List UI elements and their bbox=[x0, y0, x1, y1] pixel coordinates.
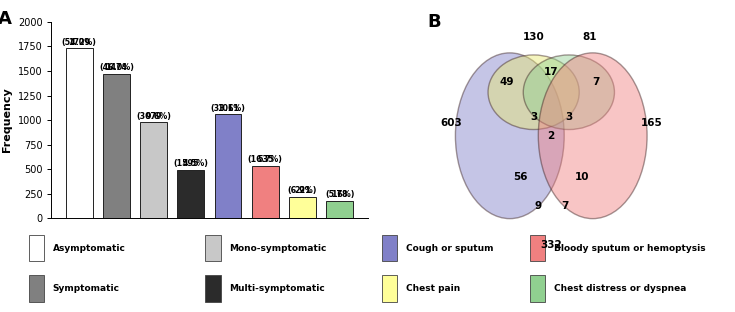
Text: 7: 7 bbox=[561, 201, 568, 211]
Text: Chest distress or dyspnea: Chest distress or dyspnea bbox=[553, 284, 686, 293]
Ellipse shape bbox=[523, 55, 614, 129]
Bar bbox=[66, 48, 93, 218]
Bar bbox=[326, 201, 353, 218]
Text: 495: 495 bbox=[182, 159, 199, 168]
Text: (54.0%): (54.0%) bbox=[62, 27, 97, 47]
Text: 332: 332 bbox=[540, 240, 562, 250]
Text: 178: 178 bbox=[331, 190, 348, 199]
Bar bbox=[103, 74, 130, 218]
Text: (5.6%): (5.6%) bbox=[325, 180, 354, 199]
Bar bbox=[140, 122, 167, 218]
Bar bbox=[205, 275, 220, 301]
Ellipse shape bbox=[538, 53, 647, 219]
Ellipse shape bbox=[488, 55, 579, 129]
Text: 3: 3 bbox=[565, 112, 573, 122]
Bar bbox=[205, 235, 220, 261]
Text: (16.7%): (16.7%) bbox=[248, 145, 283, 164]
Text: (30.6%): (30.6%) bbox=[136, 101, 171, 121]
Ellipse shape bbox=[456, 53, 564, 219]
Text: 1729: 1729 bbox=[68, 38, 90, 47]
Text: Chest pain: Chest pain bbox=[406, 284, 460, 293]
Text: 221: 221 bbox=[294, 186, 311, 195]
Text: 49: 49 bbox=[500, 77, 514, 87]
Text: 7: 7 bbox=[592, 77, 600, 87]
Bar bbox=[29, 275, 44, 301]
Text: 9: 9 bbox=[534, 201, 542, 211]
Text: 979: 979 bbox=[146, 112, 162, 121]
Text: 2: 2 bbox=[548, 131, 555, 141]
Text: (15.5%): (15.5%) bbox=[173, 149, 208, 168]
Text: 17: 17 bbox=[544, 66, 559, 76]
Bar bbox=[530, 235, 545, 261]
Text: (6.9%): (6.9%) bbox=[288, 176, 318, 195]
Text: 56: 56 bbox=[513, 172, 528, 182]
Bar bbox=[29, 235, 44, 261]
Text: 10: 10 bbox=[575, 172, 589, 182]
Text: 81: 81 bbox=[582, 32, 597, 42]
Text: Symptomatic: Symptomatic bbox=[53, 284, 120, 293]
Text: A: A bbox=[0, 10, 12, 28]
Text: (46.0%): (46.0%) bbox=[99, 53, 134, 72]
Bar bbox=[177, 170, 204, 218]
Text: Bloody sputum or hemoptysis: Bloody sputum or hemoptysis bbox=[553, 244, 706, 253]
Text: Cough or sputum: Cough or sputum bbox=[406, 244, 493, 253]
Bar bbox=[252, 166, 279, 218]
Y-axis label: Frequency: Frequency bbox=[2, 88, 12, 153]
Text: (33.1%): (33.1%) bbox=[211, 93, 245, 113]
Bar bbox=[289, 197, 316, 218]
Text: 1061: 1061 bbox=[217, 104, 239, 113]
Text: 1474: 1474 bbox=[105, 63, 127, 72]
Text: Asymptomatic: Asymptomatic bbox=[53, 244, 126, 253]
Text: B: B bbox=[427, 13, 440, 32]
Text: 603: 603 bbox=[440, 118, 462, 128]
Bar bbox=[530, 275, 545, 301]
Text: Multi-symptomatic: Multi-symptomatic bbox=[229, 284, 325, 293]
Bar bbox=[381, 235, 397, 261]
Text: 130: 130 bbox=[523, 32, 545, 42]
Text: 3: 3 bbox=[530, 112, 537, 122]
Text: 535: 535 bbox=[257, 155, 273, 164]
Text: 165: 165 bbox=[641, 118, 663, 128]
Bar bbox=[215, 114, 242, 218]
Text: Mono-symptomatic: Mono-symptomatic bbox=[229, 244, 326, 253]
Bar bbox=[381, 275, 397, 301]
